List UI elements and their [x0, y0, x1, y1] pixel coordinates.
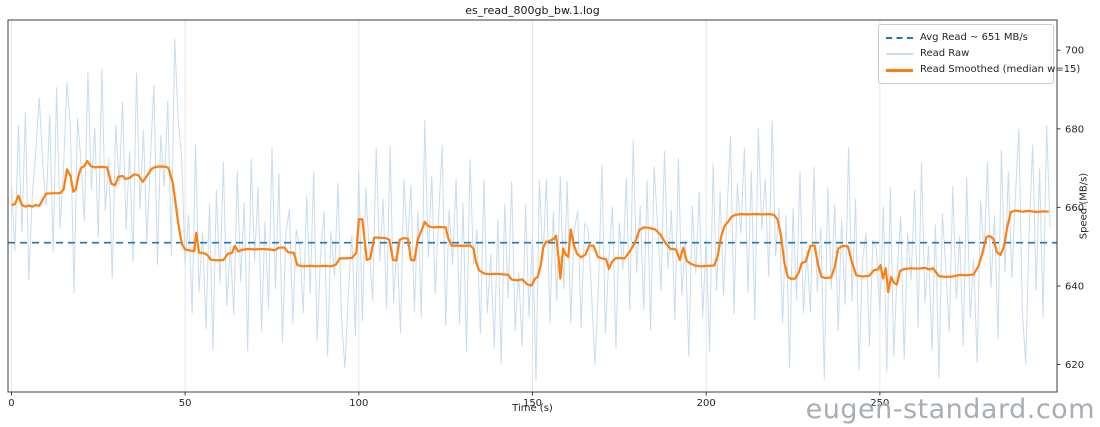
legend-item-avg: Avg Read ~ 651 MB/s	[886, 30, 1045, 46]
legend-label-smoothed: Read Smoothed (median w=15)	[920, 64, 1081, 75]
legend-item-smoothed: Read Smoothed (median w=15)	[886, 62, 1080, 78]
svg-text:640: 640	[1065, 281, 1084, 292]
watermark: eugen-standard.com	[805, 394, 1095, 425]
svg-text:660: 660	[1065, 203, 1084, 214]
svg-text:200: 200	[697, 398, 716, 409]
svg-text:700: 700	[1065, 46, 1084, 57]
legend-label-raw: Read Raw	[920, 48, 970, 59]
svg-text:0: 0	[8, 398, 14, 409]
svg-text:620: 620	[1065, 360, 1084, 371]
svg-text:250: 250	[870, 398, 889, 409]
legend-label-avg: Avg Read ~ 651 MB/s	[920, 32, 1028, 43]
svg-text:50: 50	[179, 398, 192, 409]
svg-text:680: 680	[1065, 124, 1084, 135]
smoothed-line-sample-icon	[886, 68, 913, 72]
svg-text:100: 100	[349, 398, 368, 409]
raw-line-sample-icon	[886, 53, 913, 55]
avg-line-sample-icon	[886, 37, 913, 39]
svg-text:150: 150	[523, 398, 542, 409]
x-axis-label: Time (s)	[512, 403, 553, 414]
chart-title: es_read_800gb_bw.1.log	[465, 4, 600, 17]
legend: Avg Read ~ 651 MB/s Read Raw Read Smooth…	[878, 24, 1080, 84]
legend-item-raw: Read Raw	[886, 46, 1045, 62]
